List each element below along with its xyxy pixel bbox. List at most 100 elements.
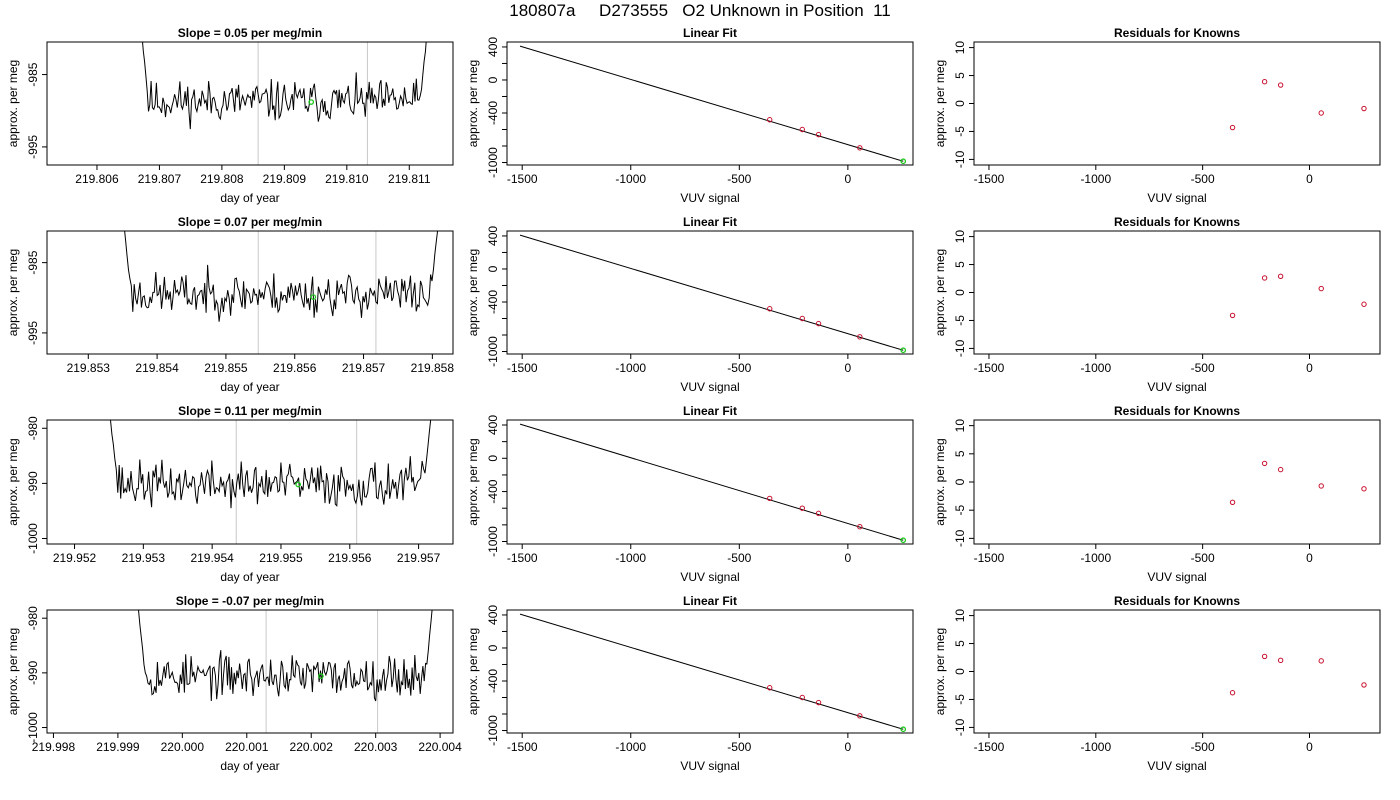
x-tick-label: -500 [727,551,751,565]
y-tick-label: -400 [486,290,500,314]
fit-line [519,423,904,541]
known-point [1318,483,1324,489]
known-point [857,334,863,340]
panel-title: Residuals for Knowns [1114,594,1240,608]
y-axis-label: approx. per meg [466,628,480,715]
known-point [1318,110,1324,116]
x-axis-label: day of year [220,191,279,205]
known-point [1361,486,1367,492]
y-tick-label: -990 [26,661,40,685]
y-axis-label: approx. per meg [6,60,20,147]
x-tick-label: -1500 [507,172,538,186]
y-tick-label: -400 [486,101,500,125]
known-point [799,315,805,322]
plot-frame [46,609,454,734]
y-axis-label: approx. per meg [933,249,947,336]
y-tick-label: -1000 [26,712,40,743]
x-tick-label: 219.856 [273,361,317,375]
x-tick-label: -1500 [974,361,1005,375]
known-point [767,495,773,502]
known-point [1261,78,1268,85]
plot-frame [46,41,454,166]
x-tick-label: -500 [727,172,751,186]
data-trace [142,42,427,130]
plot-area [1229,653,1367,696]
known-point [1277,82,1284,88]
panel-r2-c2: Linear Fit -1500 -1000 -500 0 400 0 -400 -1000 VU… [466,215,914,394]
x-tick-label: -1000 [615,551,646,565]
x-tick-label: 220.004 [418,740,462,754]
x-tick-label: -1000 [615,740,646,754]
page-title: 180807a D273555 O2 Unknown in Position 1… [509,1,891,20]
panel-title: Residuals for Knowns [1114,26,1240,40]
x-axis-label: VUV signal [1147,191,1206,205]
known-point [767,306,773,312]
y-axis-label: approx. per meg [933,60,947,147]
x-tick-label: 220.003 [354,740,398,754]
plot-frame [973,41,1381,166]
known-point [857,145,863,151]
x-tick-label: 219.857 [342,361,386,375]
panel-r3-c1: Slope = 0.11 per meg/min 219.952 219.953 21… [6,404,454,584]
panel-r3-c3: Residuals for Knowns -1500 -1000 -500 0 10 5 0 -… [933,404,1381,584]
y-axis-label: approx. per meg [466,249,480,336]
x-tick-label: -1000 [1080,172,1111,186]
y-tick-label: 400 [486,605,500,625]
plot-area [109,420,432,544]
y-tick-label: 10 [953,609,967,623]
plot-frame [46,419,454,545]
y-tick-label: 5 [953,261,967,268]
x-tick-label: 220.002 [290,740,334,754]
fit-line [519,45,904,162]
data-trace [124,231,439,322]
panel-r2-c1: Slope = 0.07 per meg/min 219.853 219.854 21… [6,215,454,394]
y-tick-label: -980 [26,416,40,440]
x-tick-label: 219.806 [75,172,119,186]
y-tick-label: -985 [26,250,40,274]
x-axis-label: VUV signal [1147,380,1206,394]
y-tick-label: -10 [953,150,967,168]
y-tick-label: -1000 [486,147,500,178]
known-point [1261,275,1268,281]
x-tick-label: 219.809 [263,172,307,186]
known-point [815,320,822,327]
y-tick-label: 0 [953,478,967,485]
known-point [857,523,863,530]
plot-frame [506,419,914,545]
y-tick-label: 0 [953,100,967,107]
x-tick-label: 219.953 [122,551,166,565]
y-tick-label: 0 [486,76,500,83]
known-point [799,505,805,511]
x-tick-label: 0 [1306,172,1313,186]
y-tick-label: -1000 [486,336,500,367]
known-point [1318,285,1324,292]
x-tick-label: 219.808 [200,172,244,186]
x-axis-label: VUV signal [680,570,739,584]
x-tick-label: -1000 [615,361,646,375]
y-tick-label: -985 [26,62,40,86]
x-axis-label: day of year [220,759,279,773]
x-tick-label: 219.807 [138,172,182,186]
y-tick-label: 5 [953,640,967,647]
unknown-point [308,99,315,105]
known-point [1277,273,1284,279]
y-tick-label: -995 [26,321,40,345]
plot-area [1229,273,1367,319]
y-tick-label: -10 [953,529,967,547]
panel-r3-c2: Linear Fit -1500 -1000 -500 0 400 0 -400 -1000 VU… [466,404,914,584]
known-point [1229,499,1236,505]
plot-area [519,45,907,165]
plot-frame [46,230,454,355]
x-tick-label: -1500 [974,551,1005,565]
x-tick-label: 219.811 [388,172,431,186]
unknown-point [900,158,907,165]
known-point [799,126,805,133]
y-tick-label: 0 [486,455,500,462]
panel-r1-c3: Residuals for Knowns -1500 -1000 -500 0 10 5 0 -… [933,26,1381,205]
x-tick-label: 220.001 [225,740,269,754]
data-trace [138,610,433,702]
y-tick-label: -5 [953,315,967,326]
plot-area [519,234,907,354]
y-tick-label: -1000 [26,523,40,554]
x-tick-label: 219.810 [325,172,369,186]
